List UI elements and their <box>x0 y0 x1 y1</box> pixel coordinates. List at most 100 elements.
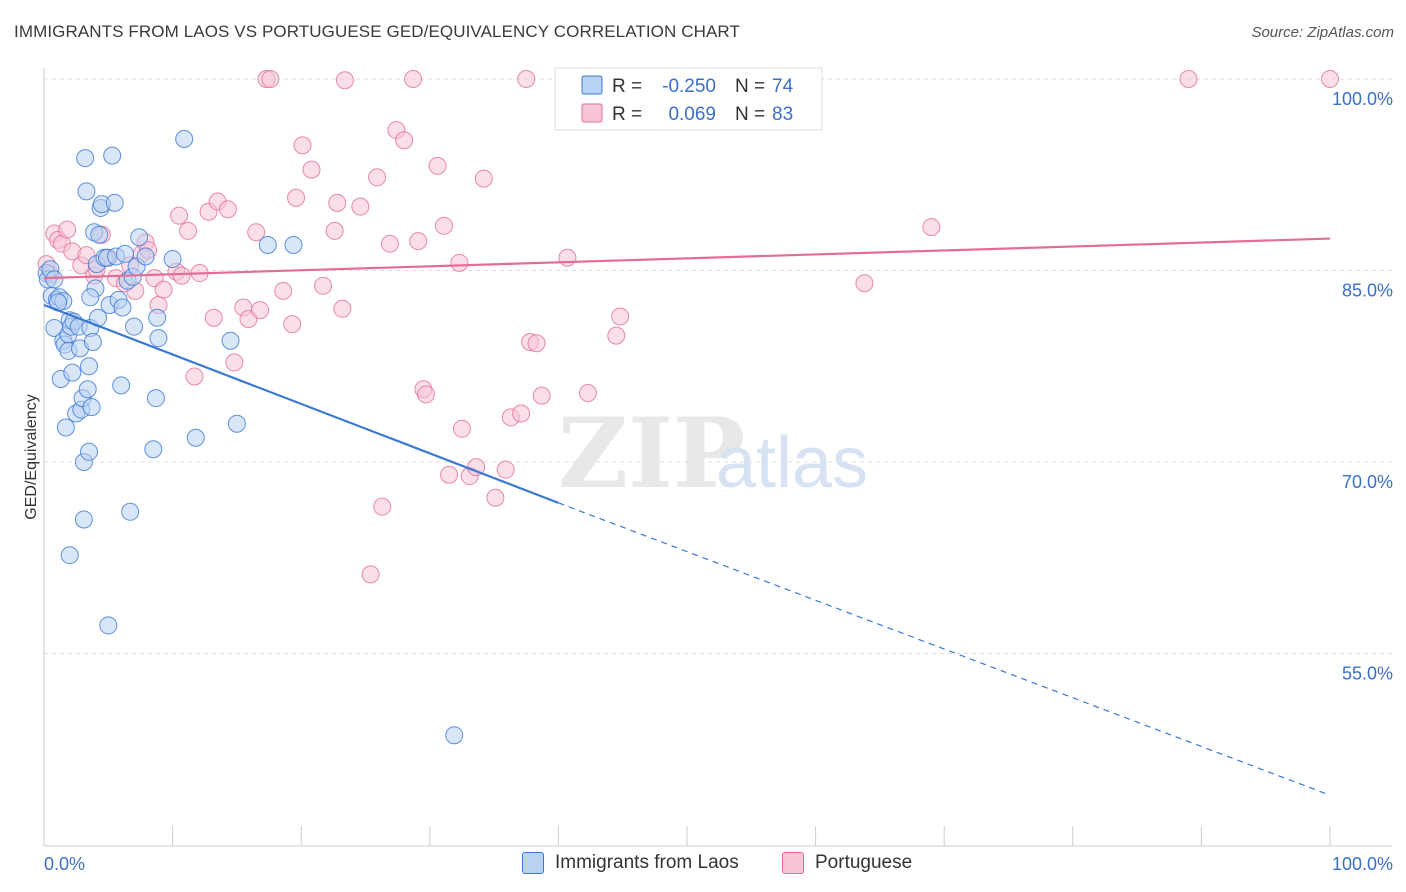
y-tick-label: 85.0% <box>1342 281 1393 301</box>
point-portuguese <box>287 188 306 207</box>
legend-swatch-laos <box>522 852 544 874</box>
point-portuguese <box>335 71 354 90</box>
point-portuguese <box>170 206 189 225</box>
trend-line-laos-extrapolated <box>558 502 1331 796</box>
point-portuguese <box>283 315 302 334</box>
stats-r-value-2: 0.069 <box>668 104 716 125</box>
watermark-zip: ZIP <box>558 397 745 510</box>
stats-r-value-1: -0.250 <box>662 76 716 97</box>
point-portuguese <box>251 301 270 320</box>
point-laos <box>163 250 182 269</box>
point-laos <box>105 193 124 212</box>
point-portuguese <box>611 307 630 326</box>
axes: 55.0% 70.0% 85.0% 100.0% 0.0% 100.0% <box>43 68 1393 874</box>
point-portuguese <box>218 200 237 219</box>
trend-line-portuguese <box>43 237 1331 280</box>
point-portuguese <box>578 384 597 403</box>
point-portuguese <box>361 565 380 584</box>
point-portuguese <box>404 70 423 88</box>
point-laos <box>221 331 240 350</box>
point-laos <box>99 616 118 635</box>
point-portuguese <box>368 168 387 187</box>
point-portuguese <box>247 223 266 242</box>
point-portuguese <box>517 70 536 88</box>
point-portuguese <box>328 193 347 212</box>
point-portuguese <box>302 160 321 179</box>
point-laos <box>76 149 95 168</box>
point-portuguese <box>434 216 453 235</box>
point-portuguese <box>261 70 280 88</box>
point-portuguese <box>351 197 370 216</box>
trend-line-laos <box>43 303 559 504</box>
gridlines <box>44 78 1392 654</box>
point-laos <box>125 317 144 336</box>
point-laos <box>445 726 464 745</box>
stats-n-value-1: 74 <box>772 76 794 97</box>
stats-n-value-2: 83 <box>772 104 793 125</box>
point-portuguese <box>607 326 626 345</box>
legend-item-laos[interactable]: Immigrants from Laos <box>522 852 739 874</box>
point-portuguese <box>527 334 546 353</box>
point-laos <box>80 357 99 376</box>
point-laos <box>56 418 75 437</box>
point-portuguese <box>922 218 941 237</box>
point-portuguese <box>204 308 223 327</box>
y-tick-label: 55.0% <box>1342 664 1393 684</box>
stats-swatch-blue <box>581 75 603 95</box>
point-portuguese <box>855 274 874 293</box>
x-tick-label-min: 0.0% <box>44 854 85 874</box>
point-portuguese <box>274 281 293 300</box>
stats-n-label-2: N = <box>735 104 765 125</box>
point-portuguese <box>496 460 515 479</box>
stats-n-label-1: N = <box>735 76 765 97</box>
point-laos <box>136 247 155 266</box>
chart-title: IMMIGRANTS FROM LAOS VS PORTUGUESE GED/E… <box>14 22 740 41</box>
point-laos <box>130 228 149 247</box>
point-portuguese <box>154 280 173 299</box>
point-portuguese <box>416 385 435 404</box>
stats-swatch-pink <box>581 103 603 123</box>
point-laos <box>77 182 96 201</box>
data-points <box>37 70 1339 745</box>
legend-label-portuguese: Portuguese <box>815 852 913 873</box>
point-laos <box>144 440 163 459</box>
point-portuguese <box>1321 70 1339 88</box>
point-laos <box>186 428 205 447</box>
point-portuguese <box>486 488 505 507</box>
point-portuguese <box>512 404 531 423</box>
point-laos <box>45 270 64 289</box>
point-laos <box>63 363 82 382</box>
point-laos <box>82 398 101 417</box>
point-portuguese <box>225 353 244 372</box>
point-laos <box>284 235 303 254</box>
x-tick-label-max: 100.0% <box>1332 854 1393 874</box>
point-laos <box>90 225 109 244</box>
point-portuguese <box>314 276 333 295</box>
point-laos <box>81 288 100 307</box>
point-laos <box>83 332 102 351</box>
point-portuguese <box>440 465 459 484</box>
point-portuguese <box>380 234 399 253</box>
y-tick-label: 70.0% <box>1342 472 1393 492</box>
point-laos <box>148 308 167 327</box>
point-portuguese <box>373 497 392 516</box>
point-laos <box>227 414 246 433</box>
point-portuguese <box>532 386 551 405</box>
legend-swatch-portuguese <box>782 852 804 874</box>
point-portuguese <box>179 221 198 240</box>
point-laos <box>78 380 97 399</box>
point-portuguese <box>333 299 352 318</box>
point-laos <box>80 442 99 461</box>
point-portuguese <box>1179 70 1198 88</box>
y-tick-label: 100.0% <box>1332 89 1393 109</box>
point-laos <box>103 146 122 165</box>
y-axis-label: GED/Equivalency <box>23 394 40 519</box>
point-laos <box>74 510 93 529</box>
legend-item-portuguese[interactable]: Portuguese <box>782 852 912 874</box>
point-laos <box>113 298 132 317</box>
point-laos <box>60 546 79 565</box>
point-portuguese <box>452 419 471 438</box>
series-legend: Immigrants from Laos Portuguese <box>0 852 1406 878</box>
point-portuguese <box>409 232 428 251</box>
